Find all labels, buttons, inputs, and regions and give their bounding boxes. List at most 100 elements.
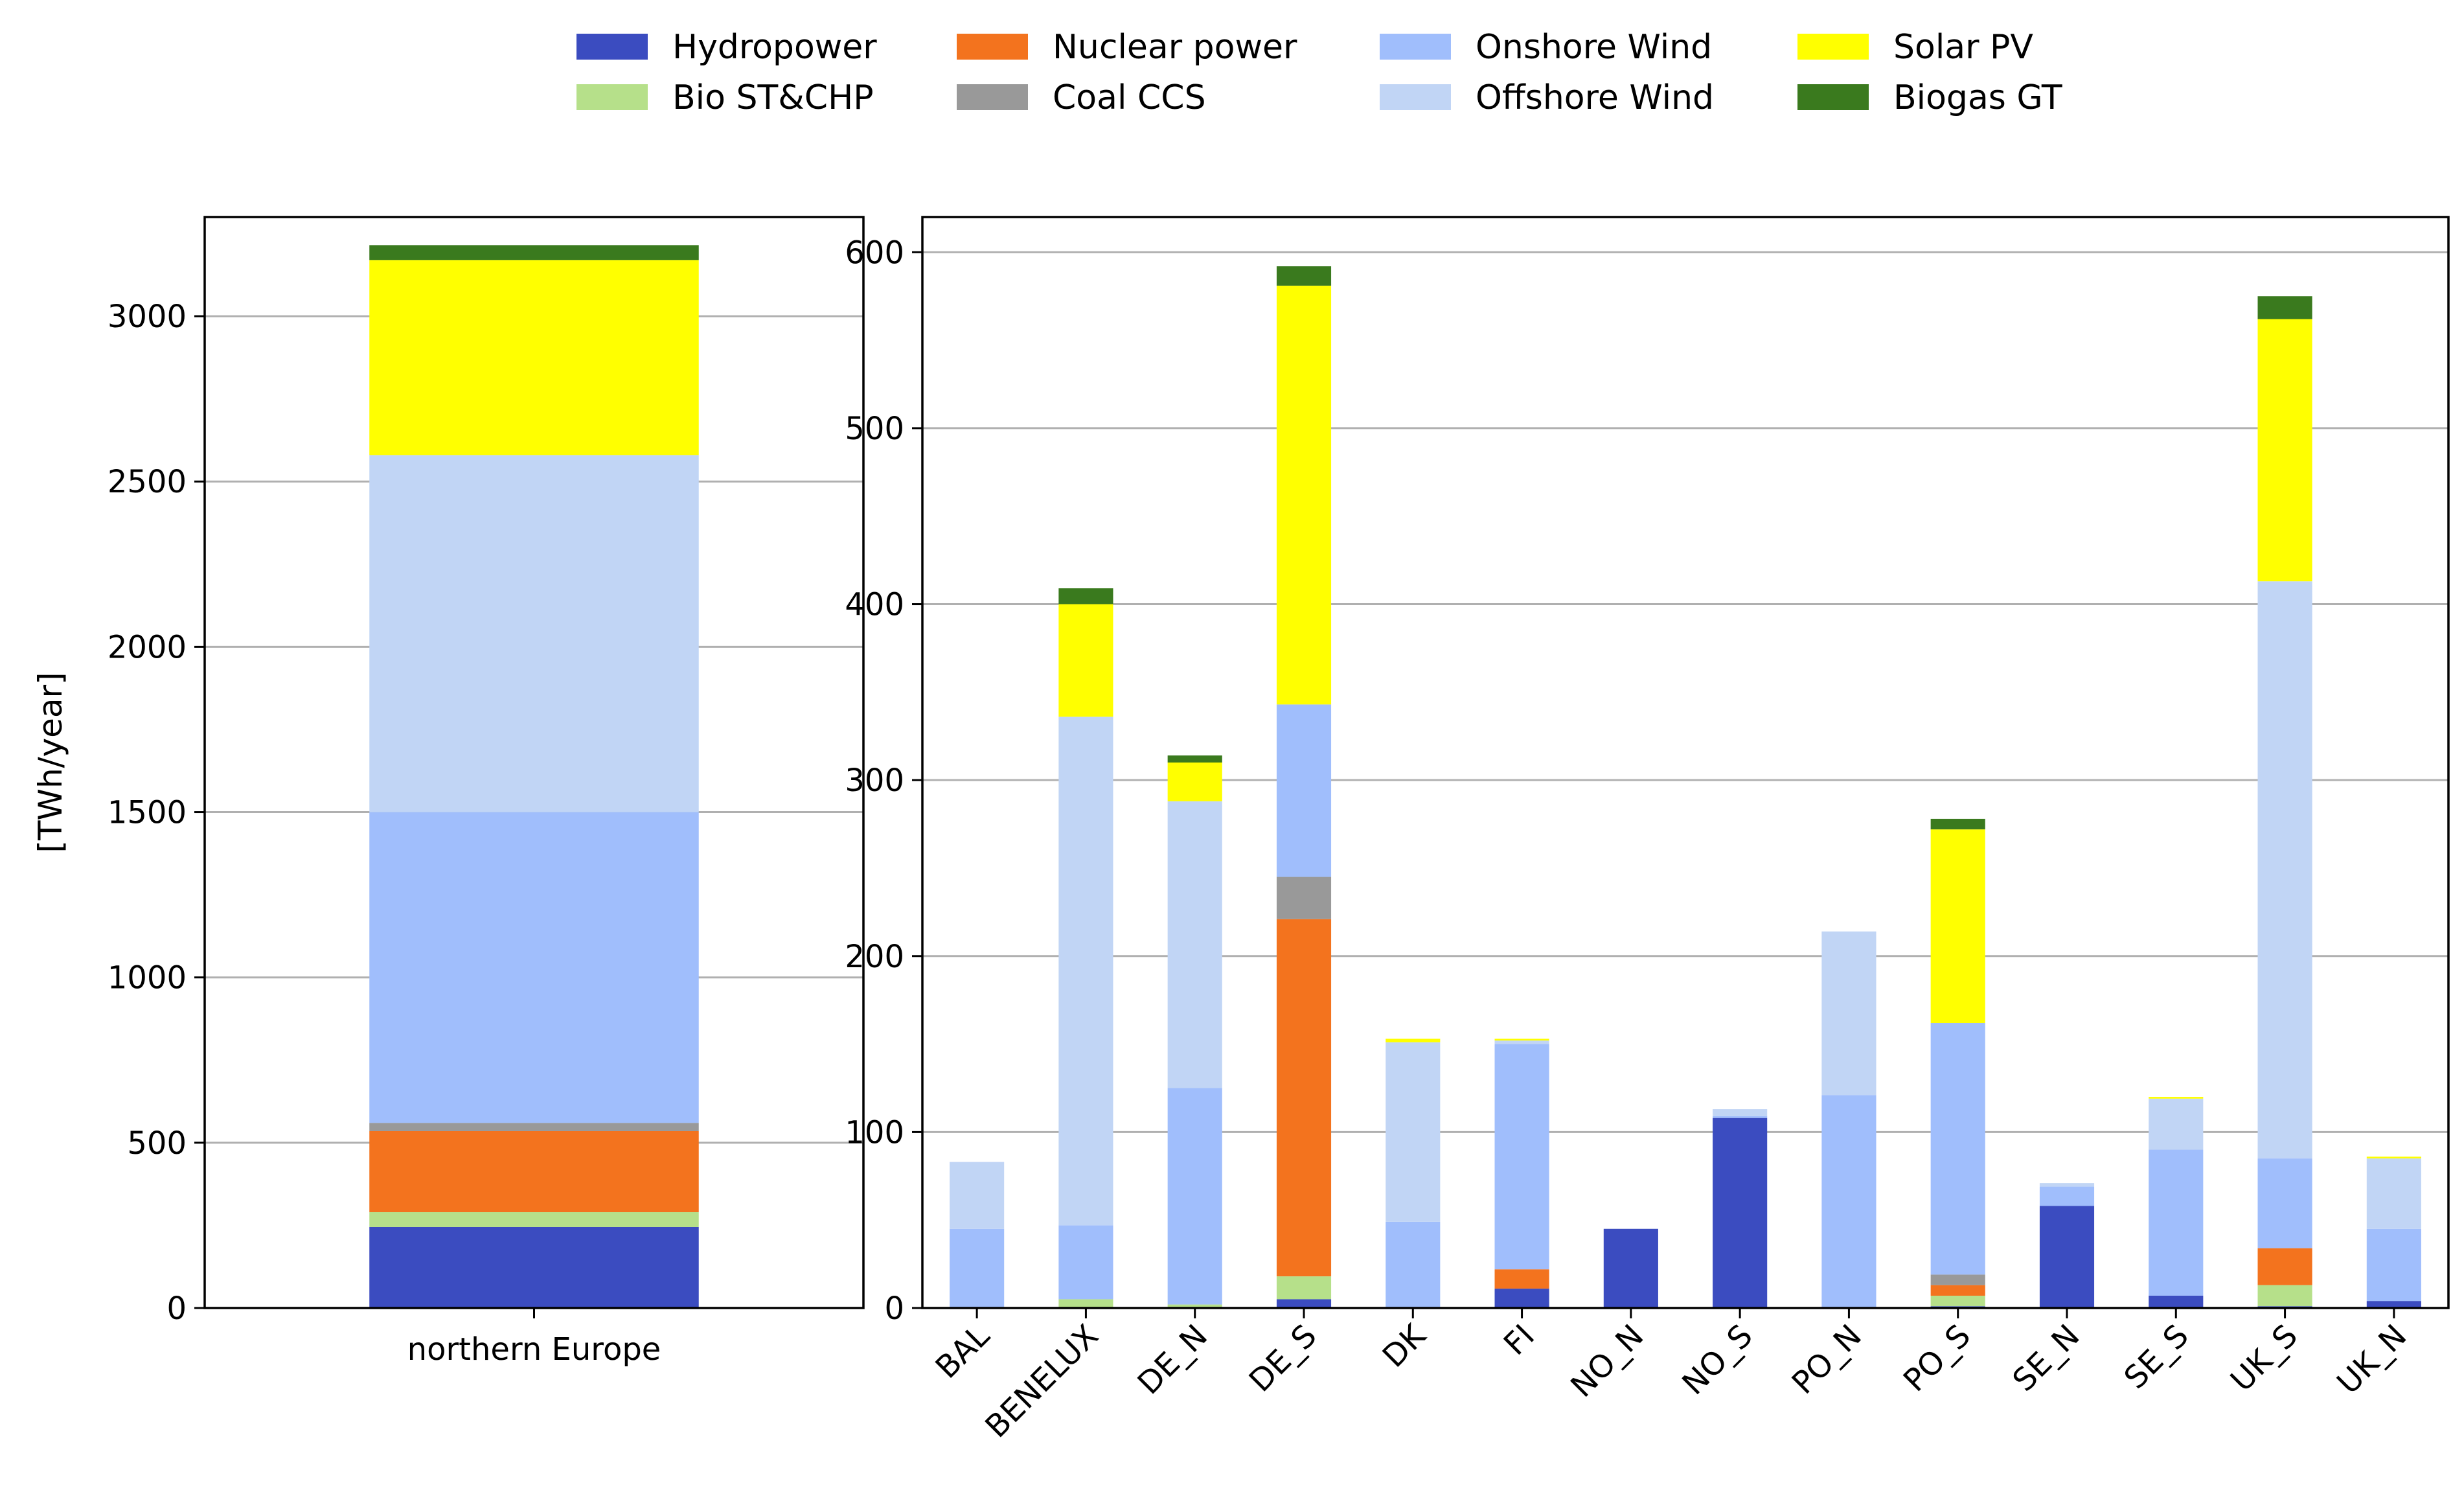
y-tick-label: 500 bbox=[127, 1125, 187, 1162]
legend-label-solar-pv: Solar PV bbox=[1893, 28, 2033, 67]
bar-northern-europe-coal-ccs bbox=[369, 1123, 699, 1131]
x-tick-label-uk-n: UK_N bbox=[2330, 1318, 2413, 1401]
x-tick-label-no-n: NO_N bbox=[1564, 1318, 1650, 1405]
bar-bal-onshore-wind bbox=[950, 1228, 1005, 1308]
bar-uk-s-nuclear-power bbox=[2257, 1248, 2312, 1285]
bar-dk-onshore-wind bbox=[1386, 1221, 1441, 1308]
bar-se-s-solar-pv bbox=[2149, 1097, 2204, 1099]
legend-item-nuclear-power: Nuclear power bbox=[957, 28, 1297, 67]
bar-po-s-solar-pv bbox=[1930, 829, 1985, 1023]
bar-de-s-coal-ccs bbox=[1276, 877, 1332, 919]
bar-uk-s-bio-st-chp bbox=[2257, 1285, 2312, 1307]
legend-label-nuclear-power: Nuclear power bbox=[1053, 28, 1297, 67]
bar-dk-offshore-wind bbox=[1386, 1042, 1441, 1222]
legend-label-biogas-gt: Biogas GT bbox=[1893, 78, 2062, 117]
bar-po-n-offshore-wind bbox=[1821, 931, 1877, 1096]
x-tick-label-se-n: SE_N bbox=[2006, 1318, 2087, 1399]
bar-po-s-coal-ccs bbox=[1930, 1274, 1985, 1285]
bar-fi-hydropower bbox=[1494, 1289, 1549, 1308]
x-tick-label-fi: FI bbox=[1497, 1318, 1542, 1362]
legend-swatch-offshore-wind bbox=[1380, 84, 1451, 110]
bar-uk-n-solar-pv bbox=[2366, 1156, 2421, 1159]
y-tick-label: 1500 bbox=[108, 795, 187, 831]
bar-po-n-onshore-wind bbox=[1821, 1095, 1877, 1308]
bar-de-n-onshore-wind bbox=[1167, 1088, 1222, 1305]
x-tick-label-de-n: DE_N bbox=[1131, 1318, 1215, 1402]
legend-label-offshore-wind: Offshore Wind bbox=[1476, 78, 1714, 117]
legend-swatch-coal-ccs bbox=[957, 84, 1028, 110]
bar-northern-europe-onshore-wind bbox=[369, 812, 699, 1123]
bar-po-s-nuclear-power bbox=[1930, 1285, 1985, 1296]
legend-swatch-hydropower bbox=[576, 34, 648, 60]
bar-de-n-solar-pv bbox=[1167, 763, 1222, 801]
bar-dk-solar-pv bbox=[1386, 1039, 1441, 1042]
bar-northern-europe-solar-pv bbox=[369, 260, 699, 455]
legend-swatch-biogas-gt bbox=[1797, 84, 1869, 110]
bar-uk-s-offshore-wind bbox=[2257, 581, 2312, 1159]
y-tick-label: 600 bbox=[845, 235, 904, 271]
bar-se-s-offshore-wind bbox=[2149, 1098, 2204, 1150]
y-tick-label: 3000 bbox=[108, 299, 187, 335]
bar-no-s-hydropower bbox=[1713, 1118, 1768, 1308]
x-tick-label-benelux: BENELUX bbox=[978, 1318, 1105, 1445]
bar-northern-europe-nuclear-power bbox=[369, 1130, 699, 1213]
bar-se-n-onshore-wind bbox=[2039, 1186, 2095, 1206]
y-tick-label: 400 bbox=[845, 587, 904, 623]
bar-se-s-onshore-wind bbox=[2149, 1149, 2204, 1296]
bar-de-s-solar-pv bbox=[1276, 285, 1332, 705]
x-tick-label-northern-europe: northern Europe bbox=[407, 1331, 661, 1368]
bar-benelux-biogas-gt bbox=[1058, 588, 1113, 604]
bar-bal-offshore-wind bbox=[950, 1162, 1005, 1229]
legend-item-bio-st-chp: Bio ST&CHP bbox=[576, 78, 874, 117]
y-tick-label: 2500 bbox=[108, 464, 187, 500]
legend-label-onshore-wind: Onshore Wind bbox=[1476, 28, 1712, 67]
bar-fi-nuclear-power bbox=[1494, 1269, 1549, 1289]
bar-fi-solar-pv bbox=[1494, 1039, 1549, 1041]
bar-se-n-offshore-wind bbox=[2039, 1183, 2095, 1187]
x-tick-label-po-n: PO_N bbox=[1785, 1318, 1869, 1401]
bar-benelux-offshore-wind bbox=[1058, 717, 1113, 1226]
legend-label-bio-st-chp: Bio ST&CHP bbox=[672, 78, 874, 117]
bar-fi-offshore-wind bbox=[1494, 1040, 1549, 1044]
y-tick-label: 200 bbox=[845, 939, 904, 975]
bar-po-s-bio-st-chp bbox=[1930, 1295, 1985, 1307]
bar-uk-n-hydropower bbox=[2366, 1301, 2421, 1308]
bar-benelux-onshore-wind bbox=[1058, 1225, 1113, 1300]
bar-uk-s-biogas-gt bbox=[2257, 296, 2312, 319]
legend-item-biogas-gt: Biogas GT bbox=[1797, 78, 2062, 117]
legend-item-coal-ccs: Coal CCS bbox=[957, 78, 1206, 117]
legend-label-coal-ccs: Coal CCS bbox=[1053, 78, 1206, 117]
bar-no-s-onshore-wind bbox=[1713, 1116, 1768, 1118]
y-tick-label: 2000 bbox=[108, 629, 187, 665]
bar-northern-europe-hydropower bbox=[369, 1226, 699, 1308]
bar-de-s-bio-st-chp bbox=[1276, 1276, 1332, 1300]
legend-swatch-nuclear-power bbox=[957, 34, 1028, 60]
y-tick-label: 500 bbox=[845, 411, 904, 447]
bar-po-s-biogas-gt bbox=[1930, 818, 1985, 830]
y-tick-label: 1000 bbox=[108, 960, 187, 996]
bar-benelux-solar-pv bbox=[1058, 604, 1113, 717]
x-tick-label-no-s: NO_S bbox=[1675, 1318, 1759, 1402]
legend-item-offshore-wind: Offshore Wind bbox=[1380, 78, 1714, 117]
legend-swatch-onshore-wind bbox=[1380, 34, 1451, 60]
x-tick-label-dk: DK bbox=[1376, 1317, 1433, 1375]
bar-de-s-biogas-gt bbox=[1276, 266, 1332, 286]
x-tick-label-bal: BAL bbox=[929, 1318, 997, 1386]
y-tick-label: 300 bbox=[845, 763, 904, 799]
bar-no-n-hydropower bbox=[1603, 1228, 1658, 1308]
legend-item-solar-pv: Solar PV bbox=[1797, 28, 2033, 67]
y-axis-title: [TWh/year] bbox=[32, 672, 69, 853]
legend: Hydropower Bio ST&CHP Nuclear power Coal CC… bbox=[576, 28, 2062, 117]
bar-fi-onshore-wind bbox=[1494, 1044, 1549, 1270]
bar-de-s-hydropower bbox=[1276, 1299, 1332, 1308]
bar-po-s-onshore-wind bbox=[1930, 1022, 1985, 1275]
legend-swatch-solar-pv bbox=[1797, 34, 1869, 60]
bar-se-s-hydropower bbox=[2149, 1295, 2204, 1308]
y-tick-label: 100 bbox=[845, 1114, 904, 1151]
axes-frame bbox=[921, 216, 2450, 1309]
legend-item-onshore-wind: Onshore Wind bbox=[1380, 28, 1712, 67]
bar-de-n-biogas-gt bbox=[1167, 755, 1222, 763]
x-tick-label-uk-s: UK_S bbox=[2224, 1318, 2305, 1399]
